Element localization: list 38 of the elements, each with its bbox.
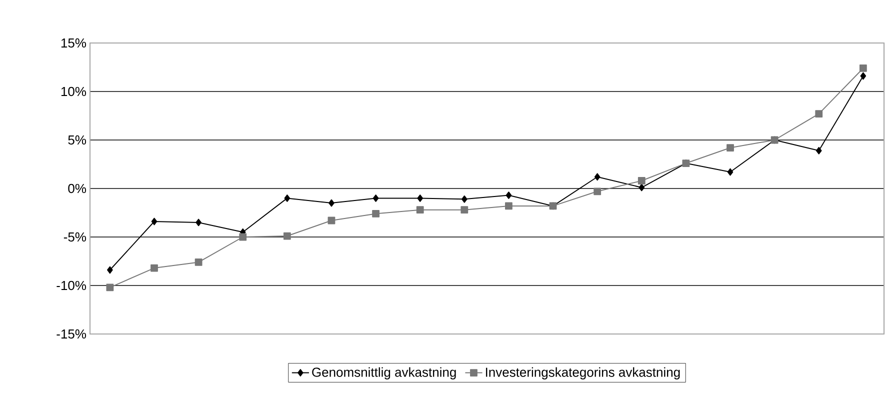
point [372,210,380,218]
point [594,188,602,196]
point [107,266,113,274]
point [816,146,822,154]
y-tick-label: -10% [56,280,86,290]
point [726,144,734,152]
point [328,216,336,224]
point [151,218,158,226]
point [505,202,512,210]
point [372,194,379,202]
point [460,206,468,214]
y-tick-label: 10% [61,86,86,96]
point [328,199,334,207]
y-tick-label: 15% [61,38,86,48]
point [106,284,114,292]
point [194,258,202,266]
y-tick-label: -5% [64,232,86,242]
legend-label: Genomsnittlig avkastning [312,367,456,380]
point [283,232,291,240]
legend-label: Investeringskategorins avkastning [486,367,680,380]
y-tick-label: 0% [68,184,86,194]
point [150,264,158,272]
point [638,184,645,192]
point [860,72,866,80]
y-tick-label: 5% [68,135,86,145]
point [462,195,468,203]
point [506,192,512,199]
point [727,168,734,176]
point [196,218,202,226]
point [417,194,423,202]
point [859,64,867,72]
point [638,177,646,184]
y-tick-label: -15% [56,329,86,339]
point [594,173,600,181]
point [239,233,247,241]
point [815,110,823,118]
point [284,194,290,202]
point [416,206,424,214]
